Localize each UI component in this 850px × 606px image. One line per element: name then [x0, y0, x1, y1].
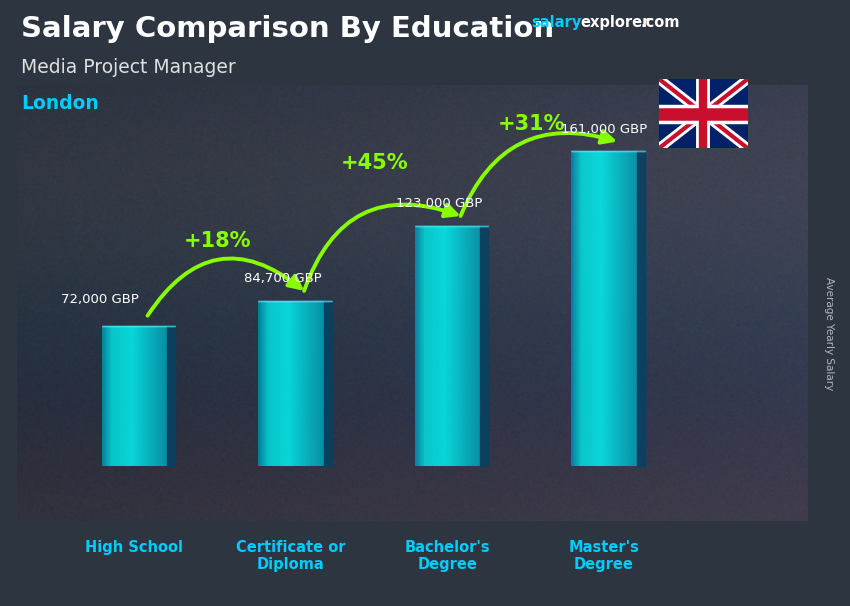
Text: Salary Comparison By Education: Salary Comparison By Education [21, 15, 554, 43]
Polygon shape [167, 325, 175, 467]
Text: Media Project Manager: Media Project Manager [21, 58, 236, 76]
Text: +31%: +31% [497, 114, 564, 134]
Text: 161,000 GBP: 161,000 GBP [561, 122, 647, 136]
Polygon shape [637, 152, 645, 467]
Polygon shape [480, 225, 488, 467]
Text: salary: salary [531, 15, 581, 30]
Text: +45%: +45% [341, 153, 408, 173]
Text: London: London [21, 94, 99, 113]
Text: 84,700 GBP: 84,700 GBP [244, 272, 322, 285]
Text: 72,000 GBP: 72,000 GBP [61, 293, 139, 306]
Polygon shape [324, 301, 332, 467]
Text: Average Yearly Salary: Average Yearly Salary [824, 277, 834, 390]
Text: 123,000 GBP: 123,000 GBP [396, 197, 483, 210]
Text: explorer: explorer [581, 15, 650, 30]
Text: +18%: +18% [184, 231, 252, 251]
Text: .com: .com [641, 15, 680, 30]
